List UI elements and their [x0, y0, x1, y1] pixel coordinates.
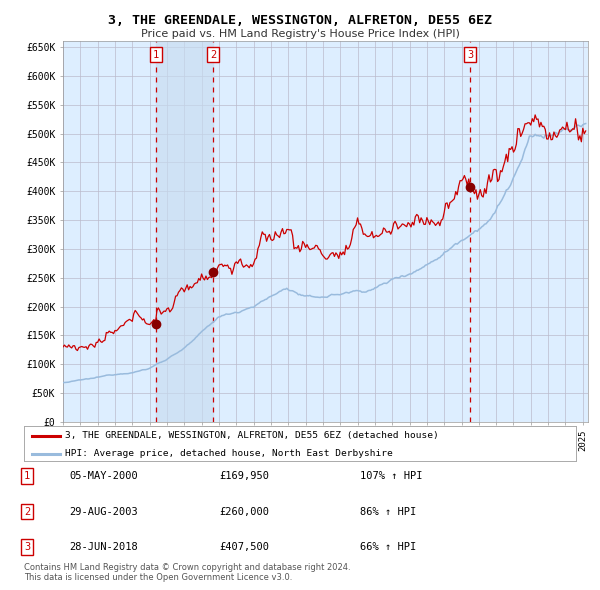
Text: £407,500: £407,500 [219, 542, 269, 552]
Text: Contains HM Land Registry data © Crown copyright and database right 2024.
This d: Contains HM Land Registry data © Crown c… [24, 563, 350, 582]
Text: 3, THE GREENDALE, WESSINGTON, ALFRETON, DE55 6EZ: 3, THE GREENDALE, WESSINGTON, ALFRETON, … [108, 14, 492, 27]
Text: £169,950: £169,950 [219, 471, 269, 481]
Bar [156, 41, 213, 422]
Text: 3: 3 [24, 542, 30, 552]
Text: 86% ↑ HPI: 86% ↑ HPI [360, 507, 416, 516]
Text: HPI: Average price, detached house, North East Derbyshire: HPI: Average price, detached house, Nort… [65, 449, 393, 458]
Text: 1: 1 [24, 471, 30, 481]
Text: 3: 3 [467, 50, 473, 60]
Text: 2: 2 [24, 507, 30, 516]
Text: 28-JUN-2018: 28-JUN-2018 [69, 542, 138, 552]
Text: 66% ↑ HPI: 66% ↑ HPI [360, 542, 416, 552]
Text: 05-MAY-2000: 05-MAY-2000 [69, 471, 138, 481]
Text: 1: 1 [153, 50, 159, 60]
Text: 3, THE GREENDALE, WESSINGTON, ALFRETON, DE55 6EZ (detached house): 3, THE GREENDALE, WESSINGTON, ALFRETON, … [65, 431, 439, 440]
Text: 107% ↑ HPI: 107% ↑ HPI [360, 471, 422, 481]
Text: £260,000: £260,000 [219, 507, 269, 516]
Text: 29-AUG-2003: 29-AUG-2003 [69, 507, 138, 516]
Text: 2: 2 [210, 50, 216, 60]
Text: Price paid vs. HM Land Registry's House Price Index (HPI): Price paid vs. HM Land Registry's House … [140, 29, 460, 39]
